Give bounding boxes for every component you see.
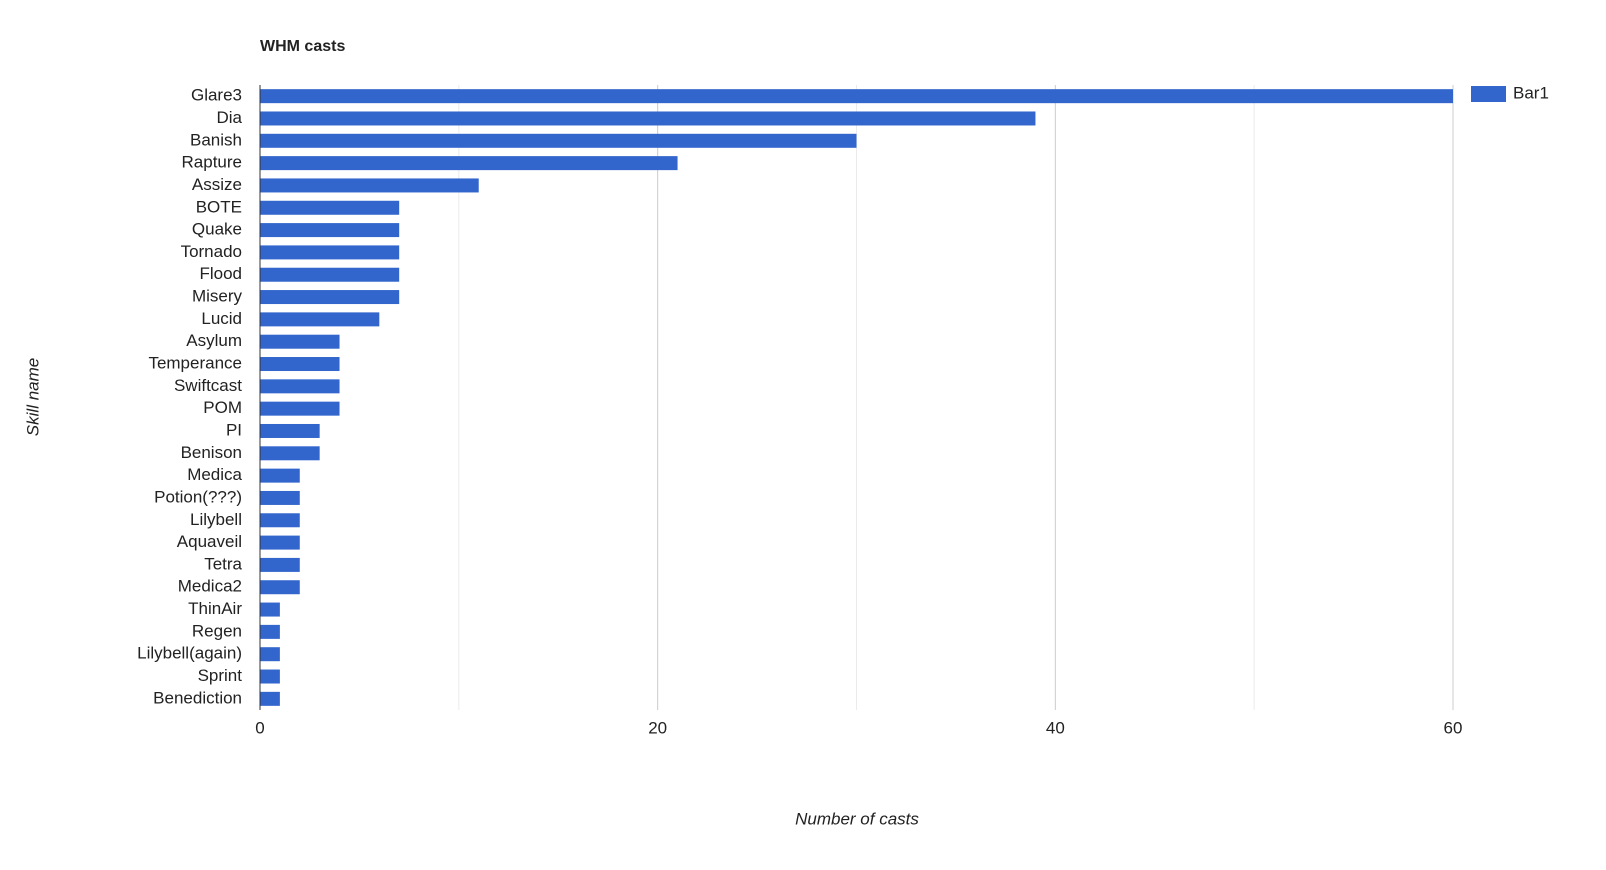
y-tick-label: BOTE — [196, 197, 242, 216]
bar — [260, 401, 340, 416]
bar — [260, 691, 280, 706]
x-tick-label: 0 — [255, 718, 264, 737]
y-tick-label: Benediction — [153, 688, 242, 707]
chart-title: WHM casts — [260, 38, 345, 55]
bar — [260, 513, 300, 528]
y-tick-label: Flood — [199, 264, 242, 283]
bar — [260, 334, 340, 349]
bar — [260, 468, 300, 483]
bar — [260, 446, 320, 461]
y-tick-label: Swiftcast — [174, 376, 242, 395]
bar — [260, 535, 300, 550]
y-tick-label: Aquaveil — [177, 532, 242, 551]
y-tick-label: Banish — [190, 130, 242, 149]
x-tick-label: 60 — [1444, 718, 1463, 737]
y-tick-label: Misery — [192, 287, 243, 306]
y-tick-label: Asylum — [186, 331, 242, 350]
bar — [260, 602, 280, 617]
legend-swatch — [1471, 86, 1506, 102]
bar — [260, 312, 380, 327]
bar — [260, 669, 280, 684]
y-tick-label: Potion(???) — [154, 487, 242, 506]
bar — [260, 357, 340, 372]
x-axis-label: Number of casts — [795, 809, 919, 828]
bar — [260, 490, 300, 505]
y-tick-label: Medica — [187, 465, 242, 484]
bar — [260, 423, 320, 438]
y-tick-label: Assize — [192, 175, 242, 194]
y-tick-label: ThinAir — [188, 599, 242, 618]
bar — [260, 111, 1036, 126]
y-tick-label: Rapture — [182, 153, 242, 172]
bar — [260, 133, 857, 148]
bar — [260, 178, 479, 193]
x-tick-label: 20 — [648, 718, 667, 737]
bar — [260, 379, 340, 394]
x-tick-label: 40 — [1046, 718, 1065, 737]
bar — [260, 156, 678, 171]
bar — [260, 223, 400, 238]
y-tick-label: Glare3 — [191, 86, 242, 105]
bar — [260, 557, 300, 572]
y-tick-label: Tornado — [181, 242, 242, 261]
y-tick-label: Lucid — [201, 309, 242, 328]
bar — [260, 580, 300, 595]
y-tick-label: Quake — [192, 220, 242, 239]
y-tick-label: Lilybell(again) — [137, 644, 242, 663]
y-tick-label: Lilybell — [190, 510, 242, 529]
bar — [260, 290, 400, 305]
y-tick-label: POM — [203, 398, 242, 417]
y-tick-label: Sprint — [198, 666, 243, 685]
y-tick-label: PI — [226, 420, 242, 439]
y-tick-label: Tetra — [204, 554, 242, 573]
y-tick-label: Regen — [192, 621, 242, 640]
legend-label: Bar1 — [1513, 83, 1549, 102]
y-tick-label: Benison — [181, 443, 242, 462]
y-axis-label: Skill name — [23, 358, 42, 436]
y-tick-label: Medica2 — [178, 577, 242, 596]
bar — [260, 200, 400, 215]
bar — [260, 647, 280, 662]
y-tick-label: Dia — [216, 108, 242, 127]
y-tick-label: Temperance — [148, 354, 242, 373]
bar — [260, 267, 400, 282]
bar — [260, 624, 280, 639]
bar — [260, 89, 1453, 104]
bar — [260, 245, 400, 260]
